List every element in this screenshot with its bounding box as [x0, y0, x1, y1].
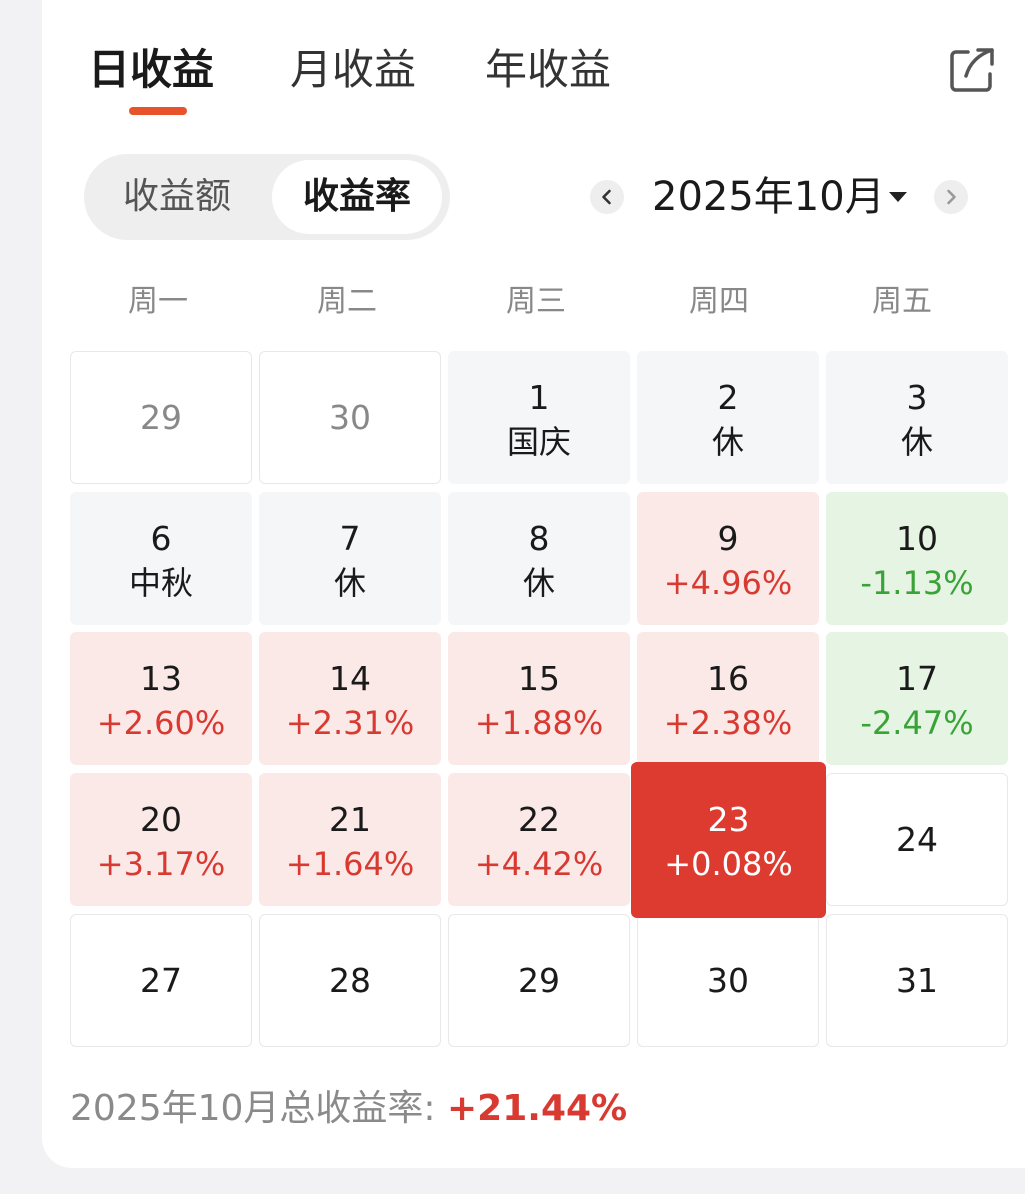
- chevron-right-icon: [947, 189, 956, 205]
- day-number: 21: [329, 800, 371, 839]
- calendar-day-cell[interactable]: 22 +4.42%: [448, 773, 630, 906]
- day-number: 13: [140, 659, 182, 698]
- day-number: 31: [896, 961, 938, 1000]
- day-return-rate: +1.88%: [474, 704, 604, 742]
- weekday-fri: 周五: [872, 284, 932, 319]
- day-number: 1: [528, 378, 550, 417]
- calendar-day-cell[interactable]: 24: [826, 773, 1008, 906]
- day-return-rate: +2.31%: [285, 704, 415, 742]
- holiday-label: 休: [333, 564, 366, 602]
- day-number: 29: [140, 398, 182, 437]
- day-return-rate: +4.96%: [663, 564, 793, 602]
- day-return-rate: +3.17%: [96, 845, 226, 883]
- day-number: 3: [906, 378, 928, 417]
- caret-down-icon[interactable]: [886, 188, 910, 206]
- day-return-rate: +1.64%: [285, 845, 415, 883]
- active-tab-indicator: [129, 107, 187, 115]
- day-number: 10: [896, 519, 938, 558]
- day-number: 20: [140, 800, 182, 839]
- day-number: 6: [150, 519, 172, 558]
- day-return-rate: -1.13%: [860, 564, 974, 602]
- day-return-rate: +0.08%: [664, 845, 793, 883]
- calendar-day-cell[interactable]: 31: [826, 914, 1008, 1047]
- calendar-day-cell[interactable]: 23 +0.08%: [631, 762, 826, 918]
- day-number: 2: [717, 378, 739, 417]
- calendar-day-cell[interactable]: 6 中秋: [70, 492, 252, 625]
- day-number: 24: [896, 820, 938, 859]
- day-return-rate: -2.47%: [860, 704, 974, 742]
- weekday-mon: 周一: [128, 284, 188, 319]
- calendar-day-cell[interactable]: 13 +2.60%: [70, 632, 252, 765]
- total-label: 2025年10月总收益率:: [70, 1088, 447, 1129]
- day-return-rate: +4.42%: [474, 845, 604, 883]
- calendar-day-cell[interactable]: 30: [259, 351, 441, 484]
- calendar-day-cell[interactable]: 30: [637, 914, 819, 1047]
- day-number: 28: [329, 961, 371, 1000]
- calendar-day-cell[interactable]: 20 +3.17%: [70, 773, 252, 906]
- total-value: +21.44%: [447, 1088, 628, 1129]
- weekday-wed: 周三: [506, 284, 566, 319]
- holiday-label: 中秋: [128, 564, 193, 602]
- holiday-label: 休: [711, 423, 744, 461]
- calendar-day-cell[interactable]: 9 +4.96%: [637, 492, 819, 625]
- day-number: 30: [707, 961, 749, 1000]
- day-number: 16: [707, 659, 749, 698]
- weekday-tue: 周二: [317, 284, 377, 319]
- calendar-day-cell[interactable]: 21 +1.64%: [259, 773, 441, 906]
- day-number: 17: [896, 659, 938, 698]
- day-number: 9: [717, 519, 739, 558]
- rate-toggle-button[interactable]: 收益率: [272, 160, 442, 234]
- weekday-thu: 周四: [689, 284, 749, 319]
- calendar-day-cell[interactable]: 27: [70, 914, 252, 1047]
- tab-daily-earnings[interactable]: 日收益: [88, 45, 215, 94]
- holiday-label: 休: [900, 423, 933, 461]
- calendar-day-cell[interactable]: 29: [70, 351, 252, 484]
- metric-toggle: 收益额 收益率: [84, 154, 450, 240]
- calendar-day-cell[interactable]: 29: [448, 914, 630, 1047]
- day-number: 14: [329, 659, 371, 698]
- holiday-label: 国庆: [506, 423, 571, 461]
- amount-toggle-button[interactable]: 收益额: [122, 176, 231, 217]
- month-selector[interactable]: 2025年10月: [652, 174, 885, 220]
- day-number: 30: [329, 398, 371, 437]
- day-number: 22: [518, 800, 560, 839]
- day-return-rate: +2.38%: [663, 704, 793, 742]
- day-number: 29: [518, 961, 560, 1000]
- calendar-day-cell[interactable]: 28: [259, 914, 441, 1047]
- calendar-day-cell[interactable]: 16 +2.38%: [637, 632, 819, 765]
- calendar-day-cell[interactable]: 10 -1.13%: [826, 492, 1008, 625]
- calendar-day-cell[interactable]: 1 国庆: [448, 351, 630, 484]
- tab-monthly-earnings[interactable]: 月收益: [290, 45, 417, 94]
- tab-yearly-earnings[interactable]: 年收益: [485, 45, 612, 94]
- calendar-day-cell[interactable]: 14 +2.31%: [259, 632, 441, 765]
- prev-month-button[interactable]: [590, 180, 624, 214]
- day-number: 27: [140, 961, 182, 1000]
- day-number: 15: [518, 659, 560, 698]
- holiday-label: 休: [522, 564, 555, 602]
- calendar-day-cell[interactable]: 15 +1.88%: [448, 632, 630, 765]
- next-month-button[interactable]: [934, 180, 968, 214]
- day-number: 23: [707, 800, 750, 839]
- calendar-day-cell[interactable]: 17 -2.47%: [826, 632, 1008, 765]
- monthly-total: 2025年10月总收益率: +21.44%: [70, 1084, 627, 1134]
- chevron-left-icon: [602, 189, 611, 205]
- share-icon[interactable]: [946, 44, 998, 96]
- day-number: 8: [528, 519, 550, 558]
- day-return-rate: +2.60%: [96, 704, 226, 742]
- day-number: 7: [339, 519, 361, 558]
